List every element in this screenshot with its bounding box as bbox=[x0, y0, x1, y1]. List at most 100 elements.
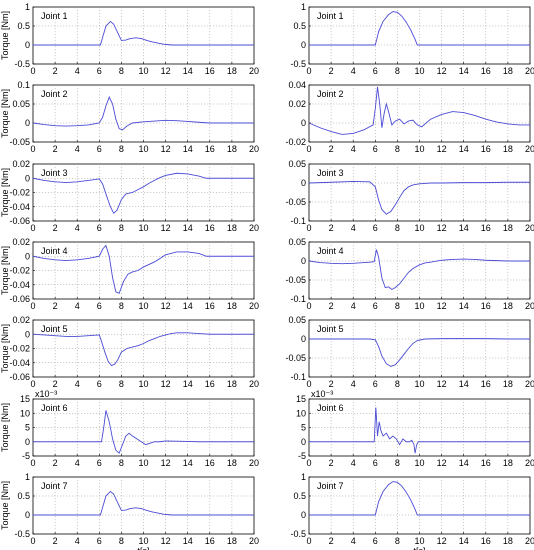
torque-series-line bbox=[308, 181, 530, 215]
x-tick-label: 8 bbox=[395, 536, 400, 546]
x-tick-label: 4 bbox=[351, 66, 356, 76]
x-tick-label: 14 bbox=[183, 536, 193, 546]
y-tick-label: 1 bbox=[25, 2, 30, 12]
joint-label: Joint 4 bbox=[41, 246, 68, 256]
y-tick-label: 15 bbox=[20, 394, 30, 404]
joint-label: Joint 7 bbox=[317, 481, 344, 491]
x-tick-label: 4 bbox=[351, 144, 356, 154]
x-tick-label: 14 bbox=[183, 223, 193, 233]
y-tick-label: 1 bbox=[301, 2, 306, 12]
y-tick-label: 0 bbox=[25, 251, 30, 261]
x-tick-label: 20 bbox=[525, 536, 534, 546]
x-tick-label: 8 bbox=[119, 223, 124, 233]
x-tick-label: 10 bbox=[414, 223, 424, 233]
x-tick-label: 12 bbox=[437, 223, 447, 233]
x-tick-label: 2 bbox=[329, 223, 334, 233]
x-tick-label: 18 bbox=[503, 536, 513, 546]
x-tick-label: 8 bbox=[119, 379, 124, 389]
x-tick-label: 6 bbox=[373, 379, 378, 389]
x-tick-label: 2 bbox=[53, 458, 58, 468]
joint-label: Joint 6 bbox=[317, 403, 344, 413]
x-tick-label: 12 bbox=[161, 379, 171, 389]
x-tick-label: 20 bbox=[525, 458, 534, 468]
x-tick-label: 2 bbox=[53, 379, 58, 389]
y-tick-label: 5 bbox=[301, 423, 306, 433]
x-tick-label: 16 bbox=[481, 223, 491, 233]
x-tick-label: 20 bbox=[249, 379, 259, 389]
y-tick-label: 0 bbox=[25, 118, 30, 128]
x-tick-label: 18 bbox=[503, 458, 513, 468]
y-tick-label: 0.02 bbox=[12, 237, 30, 247]
y-tick-label: -0.02 bbox=[285, 137, 306, 147]
x-tick-label: 12 bbox=[161, 66, 171, 76]
x-tick-label: 12 bbox=[161, 536, 171, 546]
panel-r4: 0 2 4 6 8 10 12 14 16 18 20 0.05 0 -0.05 -0.1 Joint 4 bbox=[285, 237, 534, 311]
x-tick-label: 20 bbox=[525, 379, 534, 389]
y-tick-label: -0.5 bbox=[14, 529, 30, 539]
joint-label: Joint 5 bbox=[317, 324, 344, 334]
y-tick-label: 10 bbox=[20, 408, 30, 418]
x-tick-label: 0 bbox=[306, 301, 311, 311]
torque-series-line bbox=[33, 20, 254, 46]
x-tick-label: 16 bbox=[205, 66, 215, 76]
x-tick-label: 6 bbox=[97, 144, 102, 154]
y-tick-label: 0.05 bbox=[288, 237, 306, 247]
x-tick-label: 0 bbox=[306, 144, 311, 154]
x-tick-label: 6 bbox=[97, 66, 102, 76]
x-tick-label: 16 bbox=[481, 379, 491, 389]
x-tick-label: 4 bbox=[75, 458, 80, 468]
torque-series-line bbox=[309, 481, 530, 516]
joint-label: Joint 1 bbox=[41, 11, 68, 21]
x-tick-label: 16 bbox=[481, 66, 491, 76]
joint-label: Joint 1 bbox=[317, 11, 344, 21]
x-tick-label: 0 bbox=[306, 458, 311, 468]
x-tick-label: 0 bbox=[30, 301, 35, 311]
y-tick-label: -0.5 bbox=[14, 59, 30, 69]
torque-series-line bbox=[309, 407, 530, 454]
x-tick-label: 18 bbox=[227, 144, 237, 154]
x-tick-label: 8 bbox=[395, 66, 400, 76]
x-tick-label: 12 bbox=[161, 223, 171, 233]
y-tick-label: -0.05 bbox=[9, 137, 30, 147]
y-tick-label: 0.5 bbox=[17, 21, 30, 31]
y-tick-label: -0.02 bbox=[9, 344, 30, 354]
y-exponent-label: x10⁻³ bbox=[311, 389, 333, 399]
x-tick-label: 12 bbox=[161, 458, 171, 468]
y-tick-label: -0.04 bbox=[9, 358, 30, 368]
panel-l5: 0 2 4 6 8 10 12 14 16 18 20 0.02 0 -0.02 -0.04 -0.06 Joi… bbox=[0, 315, 259, 389]
x-tick-label: 10 bbox=[138, 536, 148, 546]
torque-series-line bbox=[32, 172, 254, 214]
x-tick-label: 18 bbox=[503, 66, 513, 76]
x-tick-label: 14 bbox=[183, 379, 193, 389]
y-tick-label: -0.04 bbox=[9, 280, 30, 290]
x-tick-label: 16 bbox=[481, 301, 491, 311]
x-tick-label: 6 bbox=[97, 536, 102, 546]
y-tick-label: 0 bbox=[25, 40, 30, 50]
panel-l4: 0 2 4 6 8 10 12 14 16 18 20 0.02 0 -0.02 -0.04 -0.06 Joi… bbox=[0, 237, 259, 311]
y-tick-label: -0.06 bbox=[9, 372, 30, 382]
y-tick-label: 10 bbox=[296, 408, 306, 418]
torque-series-line bbox=[308, 249, 530, 291]
y-tick-label: -0.02 bbox=[9, 266, 30, 276]
y-exponent-label: x10⁻³ bbox=[35, 389, 57, 399]
x-tick-label: 18 bbox=[227, 536, 237, 546]
torque-series-line bbox=[308, 86, 530, 135]
x-tick-label: 0 bbox=[306, 223, 311, 233]
x-tick-label: 6 bbox=[373, 223, 378, 233]
x-tick-label: 10 bbox=[414, 301, 424, 311]
x-tick-label: 20 bbox=[249, 66, 259, 76]
y-tick-label: -0.06 bbox=[9, 294, 30, 304]
joint-label: Joint 7 bbox=[41, 481, 68, 491]
x-tick-label: 20 bbox=[525, 223, 534, 233]
y-tick-label: 0.1 bbox=[17, 80, 30, 90]
x-tick-label: 16 bbox=[481, 536, 491, 546]
x-tick-label: 6 bbox=[97, 379, 102, 389]
y-tick-label: 0 bbox=[25, 329, 30, 339]
x-tick-label: 4 bbox=[351, 223, 356, 233]
y-tick-label: 0.5 bbox=[293, 21, 306, 31]
x-tick-label: 2 bbox=[329, 66, 334, 76]
torque-series-line bbox=[33, 410, 254, 454]
